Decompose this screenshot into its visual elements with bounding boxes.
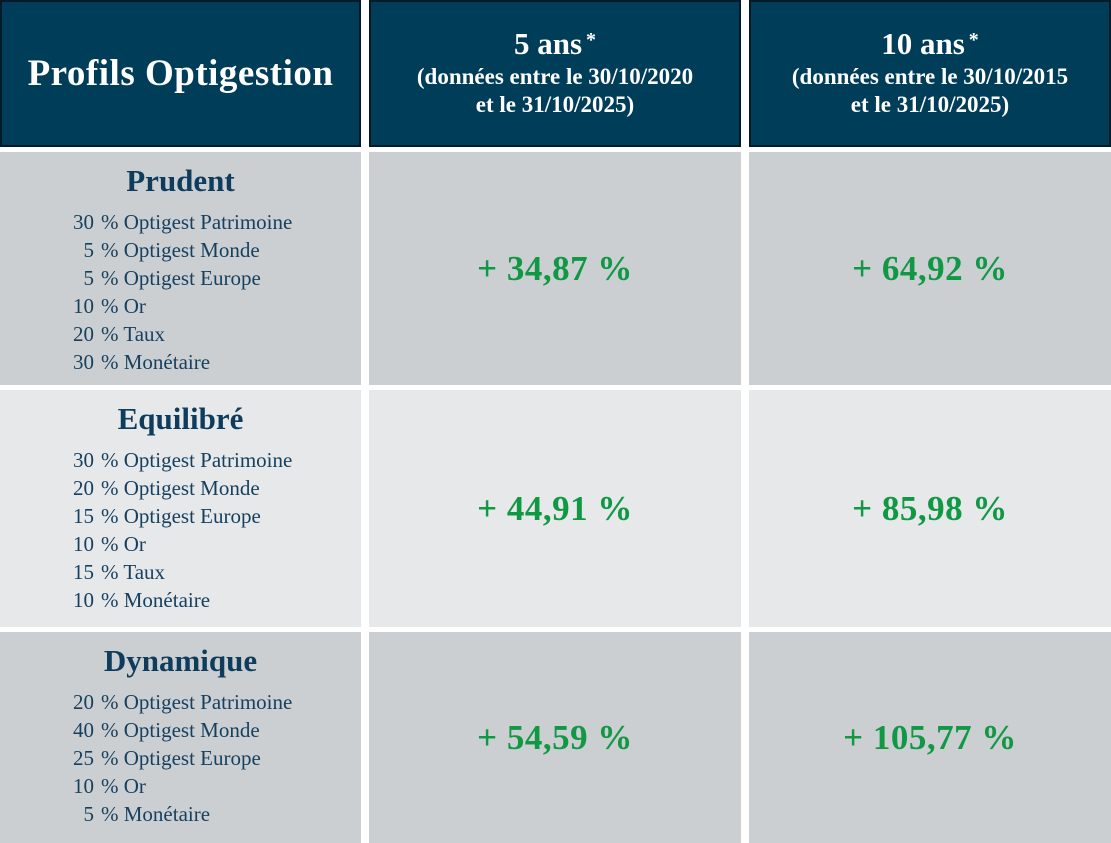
allocation-percent: 30 [73,350,94,374]
allocation-line: 10 % Or [56,292,361,320]
period-10y-label: 10 ans [881,25,965,61]
profile-name: Dynamique [103,643,258,678]
allocation-list: 30% Optigest Patrimoine 5% Optigest Monde… [0,208,361,376]
allocation-label: % Monétaire [101,802,211,826]
value-cell-equilibre-5y: + 44,91 % [369,390,741,627]
allocation-percent: 5 [83,238,95,262]
allocation-line: 5% Monétaire [56,800,361,828]
period-5y-label: 5 ans [513,25,583,61]
performance-value: + 44,91 % [477,488,633,528]
allocation-percent: 25 [73,746,94,770]
allocation-line: 5% Optigest Europe [56,264,361,292]
profile-cell-dynamique: Dynamique 20 % Optigest Patrimoine 40 % Opt… [0,632,361,843]
allocation-percent: 20 [73,690,94,714]
period-10y-subtitle: (données entre le 30/10/2015 et le 31/10… [792,63,1068,119]
period-5y-subtitle: (données entre le 30/10/2020 et le 31/10… [417,63,693,119]
allocation-line: 15 % Optigest Europe [56,502,361,530]
allocation-percent: 5 [83,266,95,290]
value-cell-dynamique-5y: + 54,59 % [369,632,741,843]
allocation-label: % Monétaire [101,350,211,374]
allocation-line: 25 % Optigest Europe [56,744,361,772]
allocation-label: % Or [101,532,146,556]
allocation-label: % Taux [101,560,166,584]
performance-value: + 64,92 % [852,248,1008,288]
allocation-label: % Optigest Patrimoine [101,690,293,714]
allocation-line: 15 % Taux [56,558,361,586]
header-10-ans: 10 ans * (données entre le 30/10/2015 et … [749,0,1111,147]
allocation-percent: 40 [73,718,94,742]
allocation-percent: 15 [73,560,94,584]
allocation-percent: 30 [73,448,94,472]
allocation-percent: 10 [73,294,94,318]
allocation-label: % Optigest Patrimoine [101,210,293,234]
allocation-percent: 10 [73,588,94,612]
performance-value: + 54,59 % [477,717,633,757]
value-cell-equilibre-10y: + 85,98 % [749,390,1111,627]
allocation-percent: 20 [73,322,94,346]
allocation-percent: 20 [73,476,94,500]
profile-name: Prudent [126,163,235,198]
allocation-list: 30 % Optigest Patrimoine 20 % Optigest Mond… [0,446,361,614]
period-10y-subtitle-line2: et le 31/10/2025) [850,92,1010,118]
asterisk-5y: * [586,28,597,51]
asterisk-10y: * [968,28,979,51]
performance-value: + 105,77 % [843,717,1017,757]
header-profiles: Profils Optigestion [0,0,361,147]
value-cell-dynamique-10y: + 105,77 % [749,632,1111,843]
allocation-percent: 15 [73,504,94,528]
allocation-label: % Optigest Monde [101,718,260,742]
period-10y-title: 10 ans * [881,25,979,61]
allocation-line: 10 % Or [56,530,361,558]
value-cell-prudent-10y: + 64,92 % [749,152,1111,385]
period-10y-subtitle-line1: (données entre le 30/10/2015 [791,64,1069,90]
allocation-line: 30 % Optigest Patrimoine [56,208,361,236]
allocation-label: % Optigest Patrimoine [101,448,293,472]
profile-cell-prudent: Prudent 30% Optigest Patrimoine 5% Optige… [0,152,361,385]
allocation-label: % Or [101,294,146,318]
allocation-line: 20 % Optigest Monde [56,474,361,502]
table-title: Profils Optigestion [27,53,334,94]
allocation-line: 30 % Optigest Patrimoine [56,446,361,474]
allocation-line: 5% Optigest Monde [56,236,361,264]
allocation-line: 10 % Monétaire [56,586,361,614]
value-cell-prudent-5y: + 34,87 % [369,152,741,385]
allocation-label: % Optigest Monde [101,476,260,500]
period-5y-subtitle-line1: (données entre le 30/10/2020 [416,64,694,90]
allocation-line: 10 % Or [56,772,361,800]
profile-cell-equilibre: Equilibré 30 % Optigest Patrimoine 20 % Opt… [0,390,361,627]
performance-value: + 34,87 % [477,248,633,288]
period-5y-subtitle-line2: et le 31/10/2025) [475,92,635,118]
allocation-label: % Optigest Monde [101,238,260,262]
allocation-percent: 5 [83,802,95,826]
allocation-list: 20 % Optigest Patrimoine 40 % Optigest Mond… [0,688,361,828]
allocation-line: 30 % Monétaire [56,348,361,376]
allocation-percent: 10 [73,774,94,798]
period-5y-title: 5 ans * [513,25,597,61]
performance-value: + 85,98 % [852,488,1008,528]
allocation-percent: 30 [73,210,94,234]
header-5-ans: 5 ans * (données entre le 30/10/2020 et l… [369,0,741,147]
allocation-label: % Optigest Europe [101,266,261,290]
allocation-label: % Monétaire [101,588,211,612]
allocation-line: 20 % Taux [56,320,361,348]
allocation-label: % Or [101,774,146,798]
allocation-label: % Taux [101,322,166,346]
allocation-percent: 10 [73,532,94,556]
profile-name: Equilibré [117,401,244,436]
allocation-line: 20 % Optigest Patrimoine [56,688,361,716]
allocation-label: % Optigest Europe [101,746,261,770]
allocation-line: 40 % Optigest Monde [56,716,361,744]
allocation-label: % Optigest Europe [101,504,261,528]
